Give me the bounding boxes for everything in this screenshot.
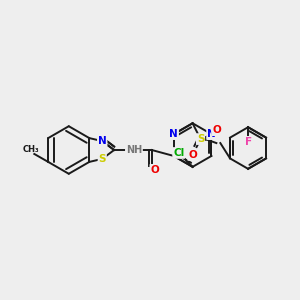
Text: NH: NH xyxy=(126,145,142,155)
Text: S: S xyxy=(197,134,204,144)
Text: CH₃: CH₃ xyxy=(23,145,40,154)
Text: O: O xyxy=(150,165,159,175)
Text: O: O xyxy=(188,150,197,160)
Text: S: S xyxy=(98,154,106,164)
Text: Cl: Cl xyxy=(173,148,184,158)
Text: N: N xyxy=(169,129,178,139)
Text: N: N xyxy=(98,136,106,146)
Text: N: N xyxy=(207,129,216,139)
Text: O: O xyxy=(212,125,221,135)
Text: F: F xyxy=(244,137,252,147)
